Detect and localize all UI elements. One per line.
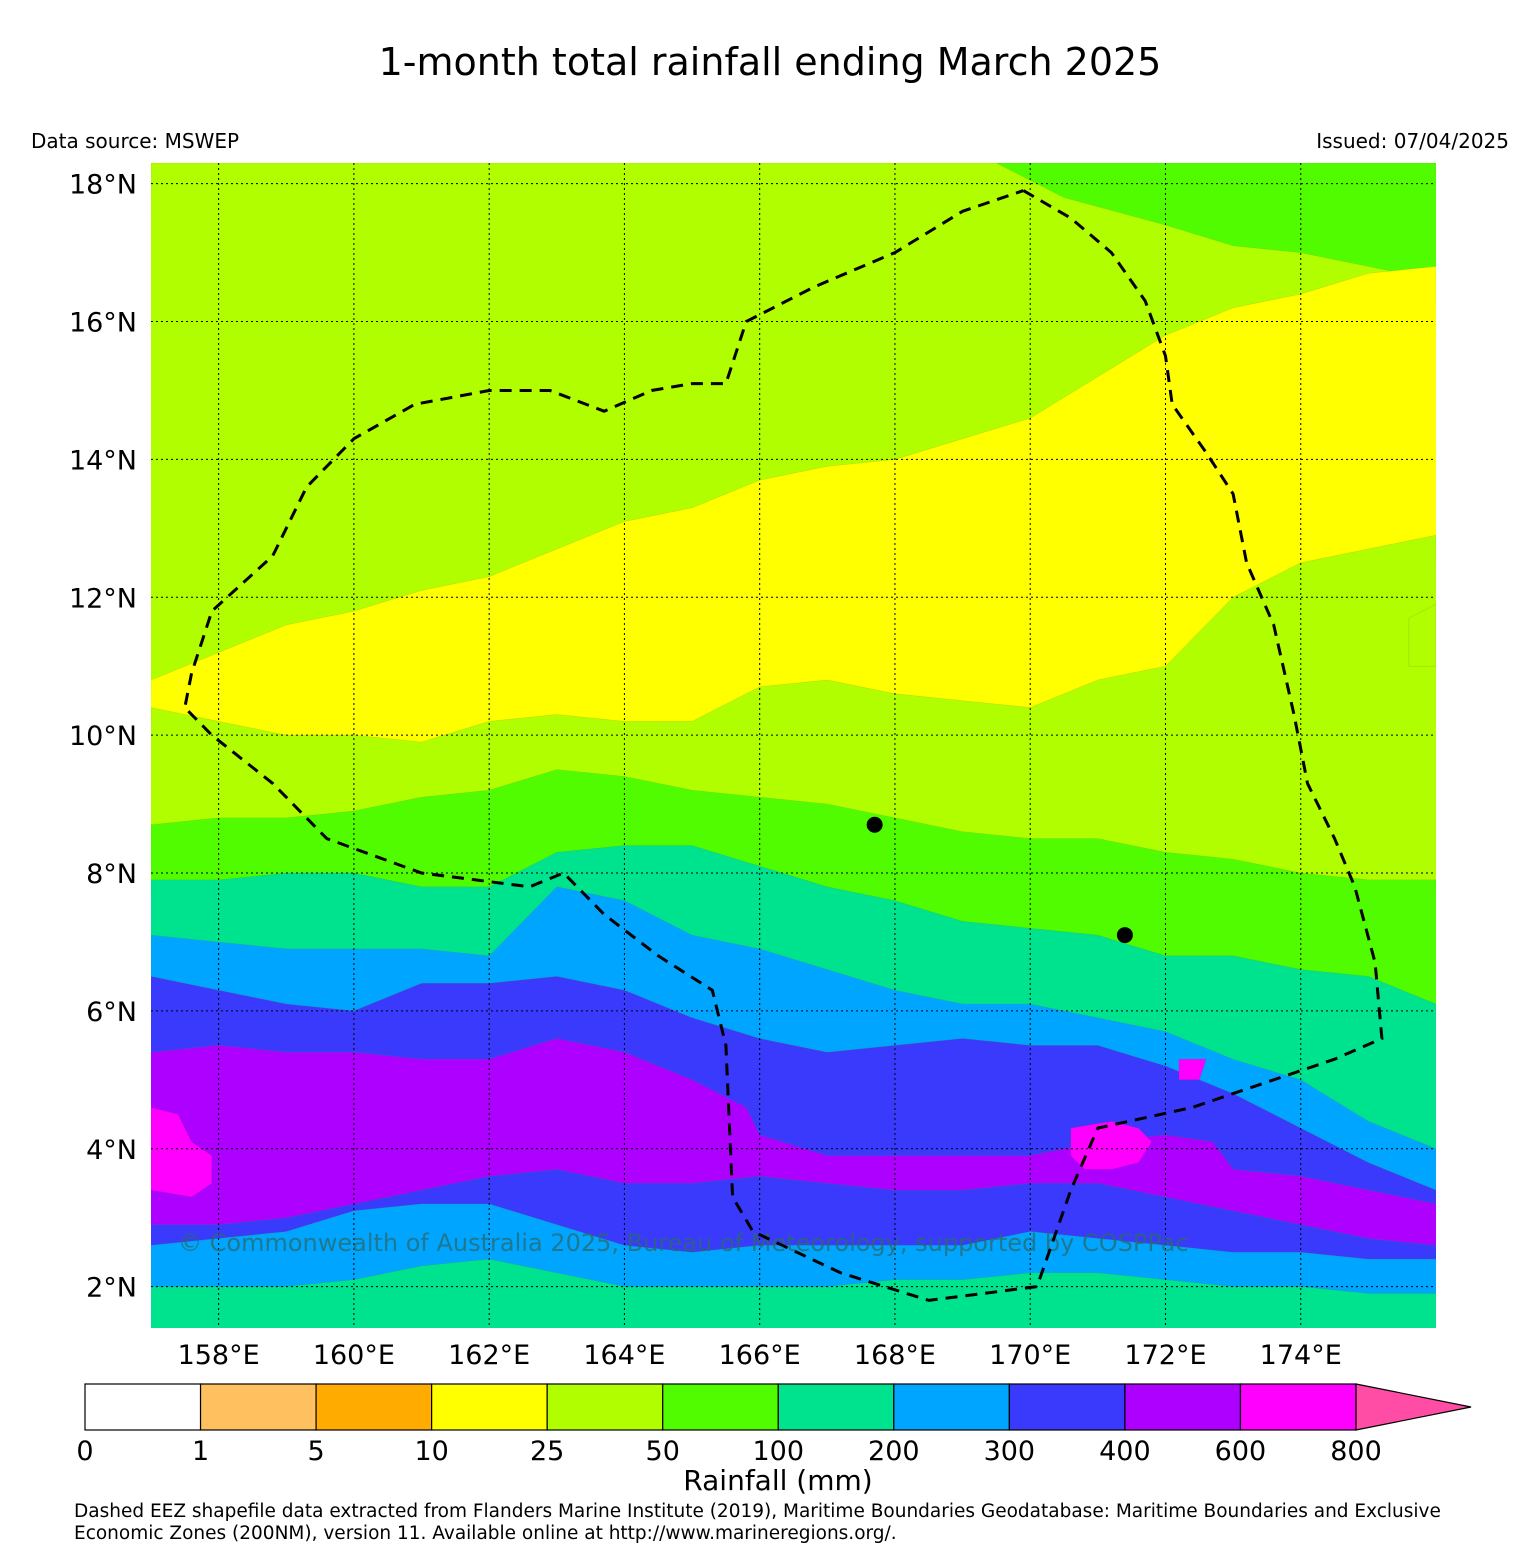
island-marker bbox=[1116, 927, 1133, 944]
latitude-tick-label: 18°N bbox=[69, 170, 137, 201]
colorbar-swatch bbox=[1124, 1383, 1242, 1431]
rainfall-patch bbox=[1408, 603, 1436, 667]
latitude-tick-label: 8°N bbox=[86, 859, 137, 890]
island-markers bbox=[866, 816, 1133, 944]
copyright-watermark: © Commonwealth of Australia 2025, Bureau… bbox=[178, 1229, 1189, 1257]
longitude-tick-label: 168°E bbox=[854, 1340, 936, 1371]
colorbar-swatch bbox=[315, 1383, 433, 1431]
data-source-label: Data source: MSWEP bbox=[31, 129, 240, 153]
longitude-tick-label: 174°E bbox=[1260, 1340, 1342, 1371]
colorbar-swatch bbox=[893, 1383, 1010, 1431]
colorbar-extend-arrow bbox=[1355, 1383, 1472, 1431]
colorbar bbox=[84, 1383, 1472, 1431]
longitude-tick-label: 160°E bbox=[313, 1340, 395, 1371]
longitude-tick-label: 158°E bbox=[178, 1340, 260, 1371]
latitude-tick-label: 16°N bbox=[69, 308, 137, 339]
colorbar-swatch bbox=[84, 1383, 202, 1431]
colorbar-swatch bbox=[662, 1383, 779, 1431]
latitude-tick-label: 10°N bbox=[69, 721, 137, 752]
colorbar-tick-label: 50 bbox=[646, 1436, 680, 1467]
island-marker bbox=[866, 816, 883, 833]
issued-date-label: Issued: 07/04/2025 bbox=[1316, 129, 1509, 153]
colorbar-labels: 0 1 5 10 25 50 100 200 300 400 600 800 bbox=[76, 1436, 1381, 1467]
colorbar-swatch bbox=[777, 1383, 895, 1431]
map-gridlines bbox=[151, 163, 1436, 1328]
colorbar-tick-label: 0 bbox=[76, 1436, 93, 1467]
colorbar-tick-label: 300 bbox=[984, 1436, 1036, 1467]
colorbar-swatch bbox=[199, 1383, 317, 1431]
longitude-tick-label: 170°E bbox=[989, 1340, 1071, 1371]
longitude-labels: 158°E 160°E 162°E 164°E 166°E 168°E 170°E 172°E… bbox=[178, 1340, 1342, 1371]
colorbar-tick-label: 100 bbox=[752, 1436, 804, 1467]
colorbar-tick-label: 25 bbox=[530, 1436, 564, 1467]
longitude-tick-label: 164°E bbox=[583, 1340, 665, 1371]
latitude-tick-label: 6°N bbox=[86, 997, 137, 1028]
latitude-tick-label: 2°N bbox=[86, 1273, 137, 1304]
longitude-tick-label: 162°E bbox=[448, 1340, 530, 1371]
colorbar-swatch bbox=[431, 1383, 548, 1431]
colorbar-tick-label: 800 bbox=[1330, 1436, 1382, 1467]
latitude-labels: 2°N 4°N 6°N 8°N 10°N 12°N 14°N 16°N 18°N bbox=[69, 170, 137, 1304]
rainfall-patch bbox=[1178, 1058, 1207, 1081]
rainfall-patches bbox=[151, 603, 1436, 1198]
colorbar-tick-label: 400 bbox=[1099, 1436, 1151, 1467]
map-title: 1-month total rainfall ending March 2025 bbox=[378, 40, 1162, 84]
colorbar-tick-label: 10 bbox=[414, 1436, 448, 1467]
eez-boundary bbox=[183, 189, 1384, 1302]
colorbar-title: Rainfall (mm) bbox=[683, 1464, 872, 1497]
latitude-tick-label: 4°N bbox=[86, 1135, 137, 1166]
longitude-tick-label: 166°E bbox=[719, 1340, 801, 1371]
eez-dashed-line bbox=[183, 189, 1384, 1302]
rainfall-patch bbox=[151, 1107, 213, 1198]
colorbar-swatch bbox=[1008, 1383, 1126, 1431]
colorbar-swatch bbox=[1239, 1383, 1357, 1431]
colorbar-tick-label: 200 bbox=[868, 1436, 920, 1467]
longitude-tick-label: 172°E bbox=[1124, 1340, 1206, 1371]
rainfall-zones bbox=[151, 163, 1436, 1328]
footnote: Dashed EEZ shapefile data extracted from… bbox=[74, 1501, 1441, 1544]
colorbar-tick-label: 5 bbox=[307, 1436, 324, 1467]
latitude-tick-label: 12°N bbox=[69, 583, 137, 614]
latitude-tick-label: 14°N bbox=[69, 445, 137, 476]
colorbar-tick-label: 600 bbox=[1215, 1436, 1267, 1467]
colorbar-tick-label: 1 bbox=[192, 1436, 209, 1467]
colorbar-swatch bbox=[546, 1383, 664, 1431]
